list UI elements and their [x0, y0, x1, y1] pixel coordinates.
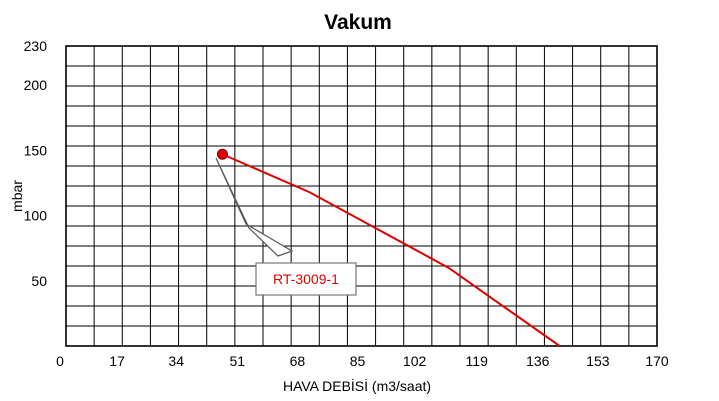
plot-frame [65, 45, 658, 347]
series-group [222, 153, 561, 347]
x-tick-label: 102 [403, 353, 427, 369]
x-tick-label: 119 [466, 353, 489, 369]
x-axis-label: HAVA DEBİSİ (m3/saat) [283, 377, 431, 394]
y-tick-label: 50 [31, 273, 47, 289]
x-tick-label: 153 [586, 353, 610, 369]
y-axis-label: mbar [9, 180, 25, 212]
x-tick-label: 85 [350, 353, 366, 369]
series-line [222, 153, 561, 347]
x-tick-label: 0 [56, 353, 64, 369]
y-axis-ticks: 50 100 150 200 230 [24, 38, 48, 289]
y-tick-label: 200 [24, 77, 48, 93]
x-tick-label: 170 [645, 353, 669, 369]
chart-title: Vakum [324, 11, 392, 34]
x-tick-label: 17 [109, 353, 125, 369]
callout-box [255, 262, 357, 296]
grid [66, 46, 657, 346]
x-axis-ticks: 0 17 34 51 68 85 102 119 136 153 170 [56, 353, 669, 369]
marker-group [216, 148, 228, 160]
x-tick-label: 68 [290, 353, 306, 369]
data-point-marker [216, 148, 228, 160]
callout: RT-3009-1 [215, 157, 357, 296]
x-tick-label: 34 [168, 353, 184, 369]
callout-label: RT-3009-1 [273, 271, 339, 287]
y-tick-label: 150 [24, 142, 48, 158]
callout-pointer [215, 157, 294, 257]
y-tick-label: 230 [24, 38, 48, 54]
y-tick-label: 100 [24, 208, 48, 224]
x-tick-label: 136 [526, 353, 550, 369]
x-tick-label: 51 [230, 353, 246, 369]
